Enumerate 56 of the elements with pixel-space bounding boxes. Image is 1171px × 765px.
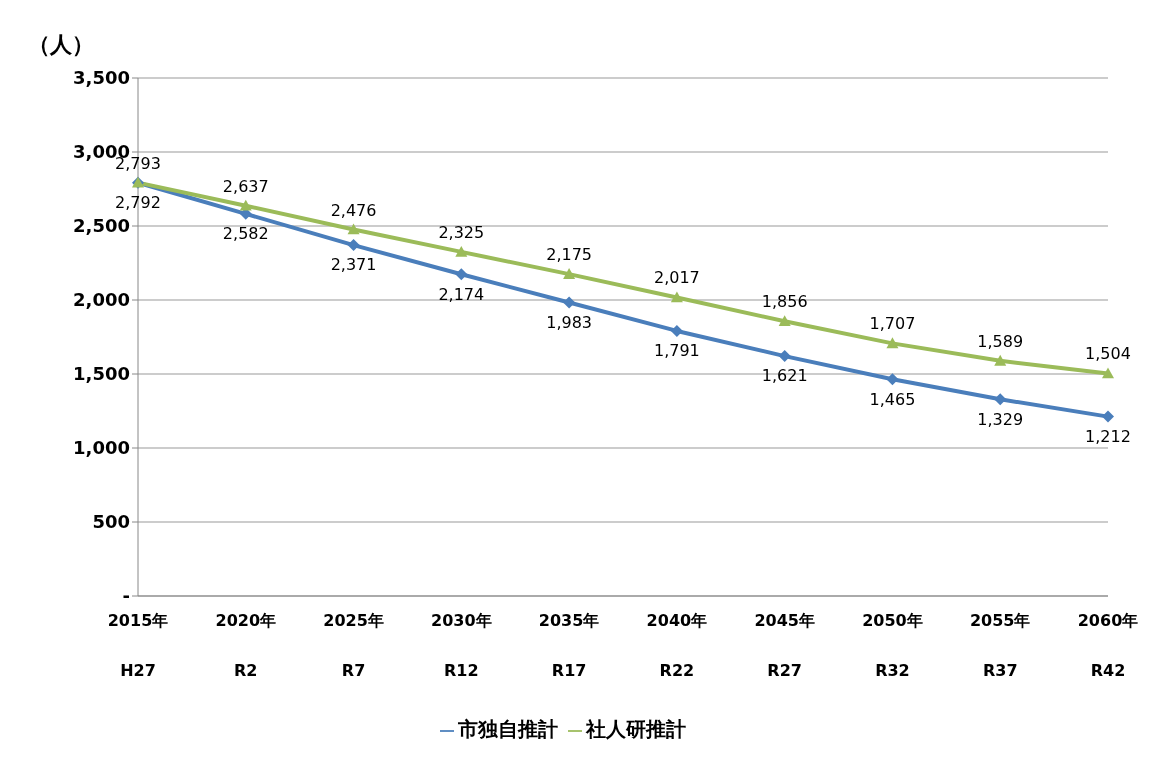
point	[778, 315, 791, 327]
category-label: 2020年 R2	[215, 611, 277, 680]
category-label: 2055年 R37	[969, 611, 1031, 680]
point	[347, 223, 360, 235]
point	[1102, 367, 1114, 379]
y-tick-label: 1,500	[73, 363, 130, 385]
data-label: 1,465	[869, 389, 916, 409]
data-label: 2,371	[330, 255, 377, 275]
point	[347, 239, 360, 252]
data-label: 2,175	[546, 245, 593, 265]
category-label: 2015年 H27	[107, 611, 169, 680]
data-label: 2,476	[330, 200, 377, 220]
data-label: 1,589	[977, 331, 1024, 351]
data-label: 2,792	[115, 193, 161, 213]
legend-label: 市独自推計	[458, 717, 558, 741]
point	[778, 350, 791, 363]
data-label: 1,707	[869, 314, 916, 334]
data-label: 1,212	[1085, 426, 1131, 446]
point	[886, 373, 899, 386]
data-label: 1,856	[761, 292, 808, 312]
point	[239, 199, 252, 211]
category-label: 2035年 R17	[538, 611, 600, 680]
data-label: 1,983	[546, 312, 593, 332]
category-label: 2045年 R27	[754, 611, 815, 680]
data-label: 2,325	[438, 222, 485, 242]
point	[455, 245, 468, 257]
y-axis-title: （人）	[28, 31, 94, 59]
point	[563, 268, 576, 279]
y-tick-label: 3,500	[73, 67, 130, 89]
point	[563, 296, 576, 309]
point	[994, 354, 1007, 366]
point	[994, 393, 1007, 406]
legend-label: 社人研推計	[586, 717, 686, 741]
data-label: 1,621	[761, 366, 808, 386]
y-tick-label: 2,500	[73, 215, 130, 237]
category-label: 2030年 R12	[431, 611, 492, 680]
point	[1102, 410, 1114, 423]
category-label: 2025年 R7	[323, 611, 384, 680]
data-label: 2,017	[653, 268, 700, 288]
y-tick-label: -	[122, 585, 130, 607]
category-label: 2040年 R22	[646, 611, 708, 680]
data-label: 2,174	[438, 284, 485, 304]
data-label: 1,329	[977, 409, 1024, 429]
data-label: 1,504	[1085, 344, 1131, 364]
category-label: 2060年 R42	[1077, 611, 1139, 680]
category-label: 2050年 R32	[862, 611, 923, 680]
point	[670, 324, 683, 337]
y-tick-label: 500	[92, 511, 130, 533]
data-label: 2,582	[222, 224, 269, 244]
point	[886, 337, 899, 349]
y-tick-label: 1,000	[73, 437, 130, 459]
y-tick-label: 2,000	[73, 289, 130, 311]
point	[455, 268, 468, 281]
data-label: 2,637	[222, 176, 269, 196]
point	[670, 291, 683, 303]
data-label: 1,791	[653, 341, 700, 361]
